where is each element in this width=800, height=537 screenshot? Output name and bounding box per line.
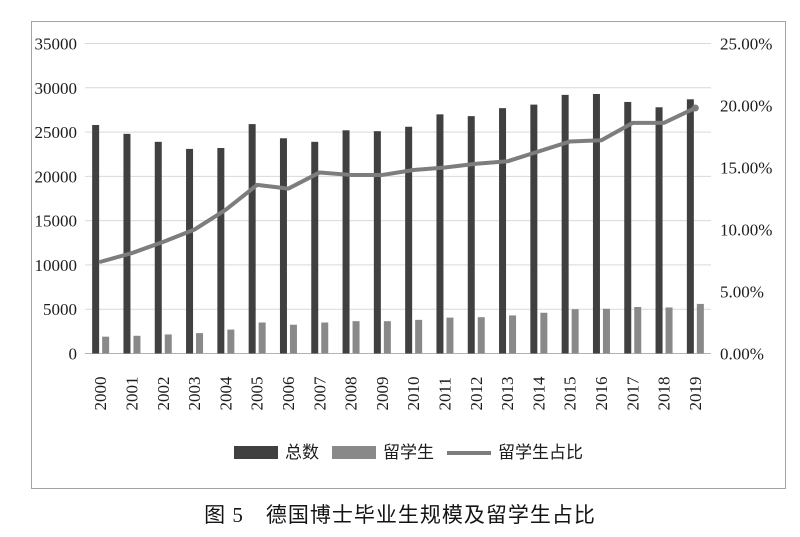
- chart-canvas: 35000 30000 25000 20000 15000 10000 5000 0 25.00…: [35, 35, 773, 411]
- bar-intl: [133, 335, 141, 354]
- chart-frame: 35000 30000 25000 20000 15000 10000 5000 0 25.00…: [31, 21, 786, 489]
- bar-total: [499, 108, 507, 354]
- bar-total: [561, 94, 569, 354]
- x-axis-label: 2002: [154, 377, 173, 411]
- y-axis-label-left: 35000: [35, 35, 78, 54]
- x-axis-label: 2013: [498, 377, 517, 411]
- x-axis-label: 2009: [373, 377, 392, 411]
- x-axis-label: 2017: [623, 376, 642, 411]
- x-axis-label: 2014: [529, 376, 548, 411]
- bar-intl: [289, 324, 297, 354]
- x-axis-label: 2018: [655, 377, 674, 411]
- bar-intl: [196, 333, 204, 354]
- bar-intl: [477, 317, 485, 354]
- x-axis-label: 2000: [91, 377, 110, 411]
- bar-intl: [352, 321, 360, 354]
- bar-intl: [321, 322, 329, 354]
- bar-intl: [227, 329, 235, 354]
- bar-total: [279, 138, 287, 354]
- bar-intl: [602, 308, 610, 354]
- x-axis-label: 2010: [404, 377, 423, 411]
- legend-swatch-ratio-line: [447, 450, 491, 455]
- legend-item-total: 总数: [234, 444, 319, 461]
- bar-total: [467, 116, 475, 354]
- legend-label-total: 总数: [285, 443, 319, 462]
- x-axis-label: 2006: [279, 377, 298, 411]
- bar-total: [248, 124, 256, 354]
- legend-label-intl: 留学生: [383, 443, 434, 462]
- bar-intl: [102, 336, 110, 354]
- y-axis-label-right: 15.00%: [720, 159, 772, 178]
- x-axis-label: 2011: [435, 377, 454, 410]
- bar-total: [592, 93, 600, 354]
- bar-intl: [258, 322, 266, 354]
- chart-legend: 总数 留学生 留学生占比: [32, 444, 785, 461]
- bar-total: [655, 107, 663, 354]
- y-axis-label-left: 15000: [35, 212, 78, 231]
- y-axis-label-left: 25000: [35, 123, 78, 142]
- bar-total: [405, 126, 413, 354]
- bar-total: [217, 148, 225, 354]
- bar-total: [686, 99, 694, 354]
- figure-caption: 图 5 德国博士毕业生规模及留学生占比: [204, 503, 596, 527]
- ratio-line: [98, 105, 698, 264]
- legend-item-ratio: 留学生占比: [447, 444, 583, 461]
- bar-intl: [509, 315, 517, 354]
- bar-total: [373, 131, 381, 354]
- bar-total: [123, 133, 131, 354]
- bar-intl: [571, 309, 579, 354]
- bar-total: [342, 130, 350, 354]
- y-axis-label-right: 0.00%: [720, 345, 764, 364]
- y-axis-label-right: 20.00%: [720, 97, 772, 116]
- ratio-line-end-marker: [691, 104, 699, 112]
- bar-intl: [383, 321, 391, 354]
- bar-intl: [164, 334, 172, 354]
- legend-label-ratio: 留学生占比: [498, 443, 583, 462]
- y-axis-label-left: 20000: [35, 167, 78, 186]
- bar-total: [624, 101, 632, 354]
- x-axis-label: 2007: [310, 376, 329, 411]
- x-axis-label: 2012: [467, 377, 486, 411]
- x-axis-label: 2019: [686, 377, 705, 411]
- x-axis-label: 2001: [122, 377, 141, 411]
- y-axis-label-right: 10.00%: [720, 221, 772, 240]
- bar-intl: [634, 307, 642, 354]
- bar-total: [154, 141, 162, 354]
- y-axis-label-left: 5000: [43, 300, 77, 319]
- bar-intl: [415, 319, 423, 354]
- bar-total: [186, 148, 194, 354]
- x-axis-label: 2015: [561, 377, 580, 411]
- y-axis-label-left: 10000: [35, 256, 78, 275]
- y-axis-label-right: 25.00%: [720, 35, 772, 54]
- bar-total: [530, 104, 538, 354]
- y-axis-label-right: 5.00%: [720, 283, 764, 302]
- x-axis-label: 2004: [216, 376, 235, 411]
- bar-total: [92, 124, 100, 354]
- bar-intl: [696, 303, 704, 354]
- x-axis-label: 2005: [248, 377, 267, 411]
- y-axis-label-left: 0: [69, 345, 78, 364]
- legend-swatch-intl-bar: [332, 446, 376, 459]
- bar-total: [436, 114, 444, 354]
- x-axis-label: 2008: [342, 377, 361, 411]
- legend-item-intl: 留学生: [332, 444, 434, 461]
- legend-swatch-total-bar: [234, 446, 278, 459]
- bar-intl: [665, 307, 673, 354]
- bar-intl: [540, 312, 548, 354]
- x-axis-label: 2003: [185, 377, 204, 411]
- bar-total: [311, 141, 319, 354]
- bar-intl: [446, 317, 454, 354]
- y-axis-label-left: 30000: [35, 79, 78, 98]
- x-axis-label: 2016: [592, 377, 611, 411]
